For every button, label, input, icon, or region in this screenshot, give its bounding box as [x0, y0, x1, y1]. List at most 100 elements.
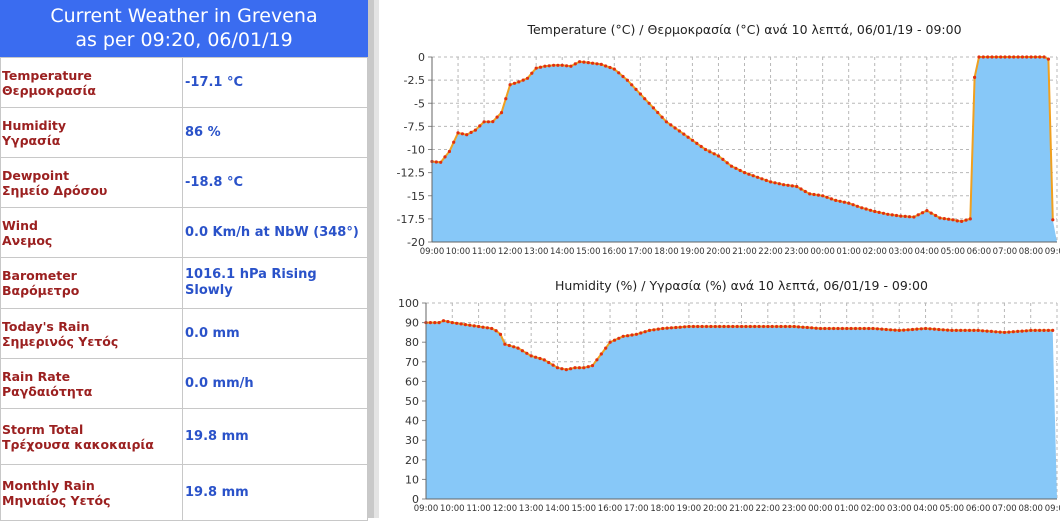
data-point: [775, 324, 779, 329]
chart-title: Humidity (%) / Υγρασία (%) ανά 10 λεπτά,…: [555, 278, 928, 293]
data-point: [903, 214, 907, 218]
data-point: [520, 349, 524, 353]
label-english: Dewpoint: [2, 167, 70, 183]
data-point: [586, 61, 590, 65]
label-english: Humidity: [2, 117, 67, 133]
x-tick-label: 01:00: [836, 247, 861, 257]
data-point: [665, 326, 669, 330]
data-point: [951, 218, 955, 222]
data-point: [725, 161, 729, 165]
label-greek: Σημερινός Υετός: [2, 333, 119, 349]
x-tick-label: 03:00: [887, 504, 912, 514]
data-point: [999, 55, 1003, 59]
data-point: [503, 342, 507, 346]
x-tick-label: 00:00: [808, 504, 833, 514]
y-tick-label: -15: [407, 190, 425, 203]
data-point: [910, 327, 915, 332]
data-point: [595, 62, 599, 66]
data-point: [912, 215, 916, 219]
y-tick-label: -7.5: [404, 120, 425, 133]
data-point: [656, 110, 660, 115]
data-point: [812, 192, 816, 197]
data-point: [873, 209, 877, 214]
data-point: [664, 120, 668, 124]
data-point: [1029, 328, 1033, 332]
data-point: [477, 324, 481, 329]
data-point: [924, 326, 928, 331]
data-point: [906, 328, 910, 332]
table-row: Humidity Υγρασία 86 %: [0, 107, 368, 158]
row-label: Dewpoint Σημείο Δρόσου: [0, 157, 183, 208]
data-point: [441, 319, 446, 323]
data-point: [652, 328, 656, 332]
data-point: [764, 178, 768, 182]
data-point: [560, 367, 564, 371]
x-tick-label: 10:00: [440, 504, 465, 514]
data-point: [481, 325, 485, 329]
data-point: [516, 346, 520, 350]
table-row: Today's Rain Σημερινός Υετός 0.0 mm: [0, 308, 368, 359]
data-point: [796, 325, 801, 329]
data-point: [525, 351, 529, 355]
row-value: 0.0 Km/h at NbW (348°): [182, 207, 368, 258]
x-tick-label: 07:00: [993, 247, 1018, 257]
data-point: [691, 324, 695, 329]
x-tick-label: 06:00: [966, 504, 991, 514]
data-point: [617, 71, 621, 75]
data-point: [947, 217, 951, 221]
data-point: [708, 150, 712, 154]
data-point: [877, 210, 881, 214]
y-tick-label: -20: [407, 236, 425, 249]
data-point: [446, 320, 450, 324]
data-point: [630, 333, 634, 337]
data-point: [1033, 328, 1037, 332]
row-label: Rain Rate Ραγδαιότητα: [0, 358, 183, 409]
data-point: [738, 168, 742, 173]
row-label: Temperature Θερμοκρασία: [0, 57, 183, 108]
y-tick-label: 40: [405, 415, 419, 428]
x-tick-label: 08:00: [1018, 504, 1042, 514]
data-point: [1007, 55, 1012, 59]
data-point: [942, 217, 946, 221]
data-point: [722, 324, 726, 329]
data-point: [994, 55, 998, 59]
x-tick-label: 17:00: [624, 504, 649, 514]
data-point: [630, 83, 634, 87]
x-tick-label: 21:00: [732, 247, 757, 257]
chart-area: Temperature (°C) / Θερμοκρασία (°C) ανά …: [379, 0, 1060, 518]
data-point: [751, 174, 755, 178]
data-point: [976, 328, 980, 332]
data-point: [981, 329, 985, 333]
data-point: [894, 213, 899, 218]
y-tick-label: 0: [412, 493, 419, 506]
label-greek: Τρέχουσα κακοκαιρία: [2, 436, 154, 452]
data-point: [801, 325, 805, 329]
data-point: [538, 65, 543, 69]
data-point: [959, 328, 963, 332]
x-tick-label: 03:00: [889, 247, 914, 257]
x-tick-label: 13:00: [524, 247, 549, 257]
x-tick-label: 20:00: [703, 504, 728, 514]
x-tick-label: 17:00: [628, 247, 653, 257]
x-tick-label: 00:00: [810, 247, 835, 257]
y-tick-label: 80: [405, 336, 419, 349]
x-tick-label: 14:00: [550, 247, 575, 257]
data-point: [816, 193, 820, 197]
data-point: [472, 324, 476, 328]
data-point: [578, 60, 582, 64]
x-tick-label: 16:00: [598, 504, 623, 514]
data-point: [967, 328, 972, 332]
data-point: [437, 321, 441, 325]
data-point: [529, 354, 533, 358]
chart-title: Temperature (°C) / Θερμοκρασία (°C) ανά …: [526, 22, 961, 37]
data-point: [504, 97, 508, 101]
data-point: [1016, 329, 1020, 333]
data-point: [634, 332, 638, 336]
data-point: [899, 214, 903, 218]
data-point: [626, 334, 630, 338]
table-row: Barometer Βαρόμετρο 1016.1 hPa Rising Slow…: [0, 257, 368, 309]
data-point: [919, 327, 923, 331]
data-point: [757, 324, 761, 329]
data-point: [647, 328, 652, 332]
data-point: [673, 126, 677, 130]
